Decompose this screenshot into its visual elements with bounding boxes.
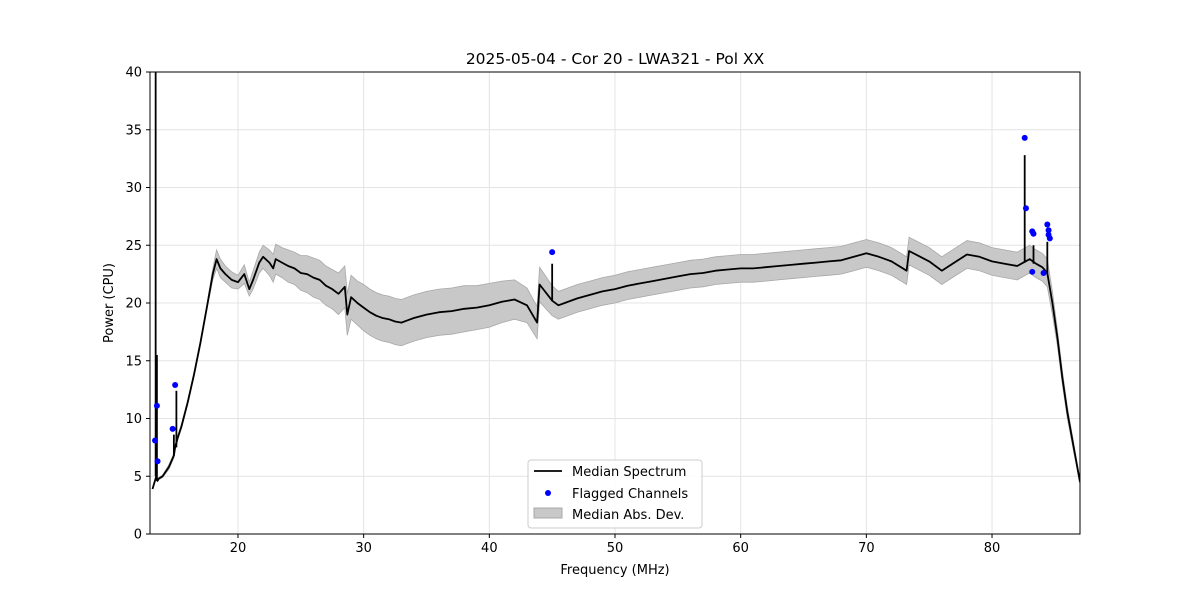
x-axis-label: Frequency (MHz) — [560, 563, 669, 578]
x-tick-label: 40 — [481, 541, 498, 556]
y-tick-label: 40 — [125, 66, 142, 81]
legend-box — [527, 459, 703, 529]
y-tick-label: 10 — [125, 412, 142, 427]
flagged-channel-point — [1045, 227, 1052, 234]
mad-band — [152, 236, 1080, 490]
legend: Median Spectrum Flagged Channels Median … — [527, 459, 703, 529]
flagged-channel-point — [1022, 205, 1029, 212]
flagged-channel-point — [1040, 269, 1047, 276]
flagged-channel-point — [153, 402, 160, 409]
flagged-channel-point — [1030, 230, 1037, 237]
y-tick-label: 5 — [134, 470, 142, 485]
flagged-channel-point — [154, 458, 161, 465]
x-tick-label: 80 — [984, 541, 1001, 556]
legend-mad-label: Median Abs. Dev. — [572, 508, 684, 523]
flagged-channel-point — [1044, 221, 1051, 228]
y-tick-label: 15 — [125, 354, 142, 369]
y-tick-label: 35 — [125, 123, 142, 138]
x-tick-label: 70 — [858, 541, 875, 556]
x-tick-label: 20 — [230, 541, 247, 556]
legend-mad-swatch — [533, 507, 563, 519]
median-spectrum-line — [151, 250, 1080, 490]
flagged-channel-point — [169, 425, 176, 432]
flagged-channel-point — [1021, 134, 1028, 141]
flagged-channel-point — [172, 382, 179, 389]
y-axis-label: Power (CPU) — [102, 263, 117, 343]
y-tick-label: 30 — [125, 181, 142, 196]
chart-title: 2025-05-04 - Cor 20 - LWA321 - Pol XX — [466, 50, 765, 68]
flagged-channel-point — [1046, 235, 1053, 242]
y-tick-label: 25 — [125, 239, 142, 254]
flagged-channel-point — [152, 437, 159, 444]
flagged-channel-point — [1029, 268, 1036, 275]
plot-area — [151, 72, 1080, 490]
legend-median-label: Median Spectrum — [572, 465, 686, 480]
flagged-channel-point — [549, 249, 556, 256]
x-tick-label: 50 — [607, 541, 624, 556]
legend-flagged-label: Flagged Channels — [572, 487, 688, 502]
legend-flagged-swatch — [545, 490, 551, 496]
axis-ticks: 20 30 40 50 60 70 80 0 5 10 15 20 25 30 35 40 — [125, 66, 1000, 557]
y-tick-label: 20 — [125, 297, 142, 312]
y-tick-label: 0 — [134, 528, 142, 543]
x-tick-label: 30 — [355, 541, 372, 556]
x-tick-label: 60 — [732, 541, 749, 556]
